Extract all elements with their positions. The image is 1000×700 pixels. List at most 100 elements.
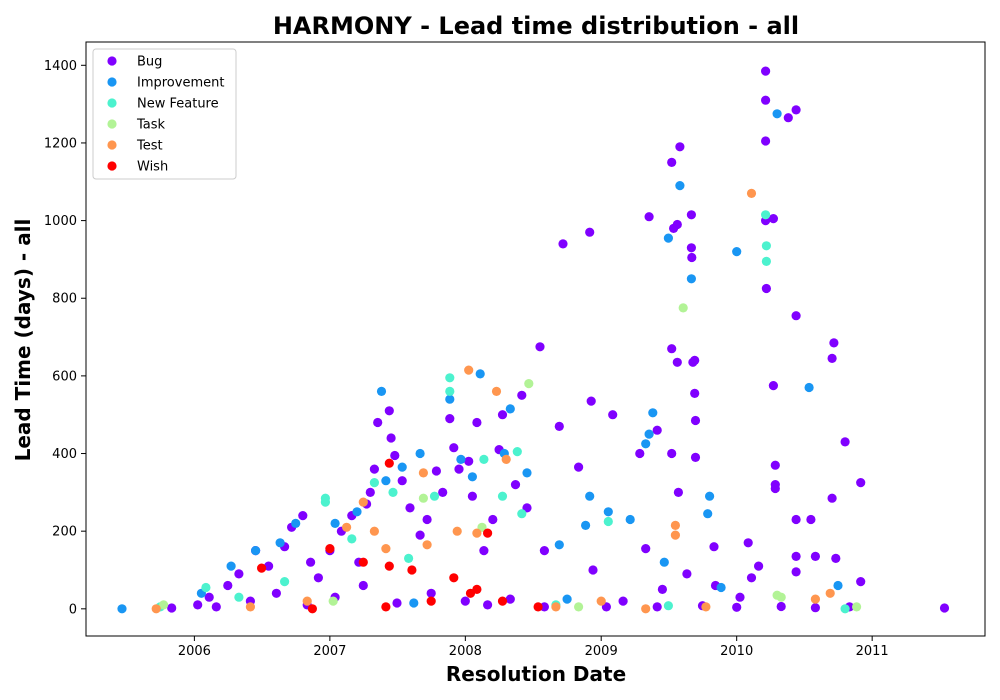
data-point: [618, 596, 628, 606]
data-point: [465, 588, 476, 598]
data-point: [415, 448, 425, 459]
data-point: [251, 546, 261, 556]
data-point: [641, 544, 651, 554]
data-point: [201, 582, 211, 593]
data-point: [483, 600, 493, 610]
data-point: [330, 518, 340, 529]
data-point: [505, 404, 515, 414]
data-point: [657, 584, 668, 595]
data-point: [390, 450, 400, 461]
legend-marker: [107, 56, 117, 66]
data-point: [732, 602, 742, 612]
data-point: [840, 437, 850, 447]
data-point: [768, 381, 779, 391]
data-point: [670, 530, 681, 540]
data-point: [761, 136, 771, 146]
data-point: [585, 491, 595, 501]
data-point: [325, 544, 335, 554]
data-point: [686, 210, 697, 220]
legend-label: Test: [136, 139, 163, 154]
data-point: [275, 538, 285, 548]
data-point: [761, 95, 771, 105]
data-point: [497, 596, 508, 606]
data-point: [223, 580, 233, 591]
data-point: [409, 598, 419, 608]
data-point: [761, 210, 771, 220]
data-point: [426, 588, 436, 598]
data-point: [856, 577, 866, 587]
data-point: [467, 491, 477, 501]
y-tick-label: 0: [69, 602, 77, 617]
data-point: [840, 604, 850, 614]
data-point: [291, 518, 301, 529]
data-point: [501, 454, 511, 464]
data-point: [670, 520, 681, 531]
data-point: [603, 507, 613, 517]
data-point: [159, 600, 169, 610]
data-point: [770, 480, 780, 490]
legend-marker: [107, 119, 117, 129]
data-point: [806, 514, 816, 525]
series-test: [151, 188, 835, 614]
data-point: [365, 487, 375, 497]
data-point: [586, 396, 596, 406]
data-point: [746, 573, 757, 583]
data-point: [574, 462, 584, 472]
data-point: [533, 602, 543, 612]
data-point: [475, 369, 485, 379]
data-point: [625, 514, 635, 525]
data-point: [554, 540, 564, 550]
data-point: [415, 530, 425, 540]
data-point: [652, 602, 662, 612]
data-point: [585, 227, 595, 237]
data-point: [422, 514, 432, 525]
data-point: [397, 462, 407, 472]
data-point: [234, 569, 244, 579]
data-point: [829, 338, 839, 348]
data-point: [673, 487, 684, 497]
data-point: [193, 600, 203, 610]
data-point: [761, 241, 772, 251]
data-point: [522, 468, 532, 478]
data-point: [558, 239, 568, 249]
data-point: [705, 491, 715, 501]
data-point: [491, 386, 502, 396]
data-point: [381, 544, 391, 554]
data-point: [810, 551, 821, 562]
data-point: [342, 522, 352, 532]
data-point: [452, 526, 462, 536]
data-point: [358, 580, 368, 591]
data-point: [307, 604, 317, 614]
data-point: [827, 353, 837, 363]
legend-label: Wish: [137, 160, 168, 175]
data-point: [524, 379, 534, 389]
data-point: [234, 592, 244, 602]
data-point: [791, 514, 801, 525]
data-point: [675, 181, 685, 191]
data-point: [505, 594, 515, 604]
data-point: [264, 561, 274, 571]
data-point: [746, 188, 757, 198]
data-point: [686, 243, 697, 253]
x-tick-label: 2008: [449, 644, 482, 659]
series-task: [159, 303, 862, 612]
data-point: [483, 528, 493, 538]
x-tick-label: 2009: [585, 644, 618, 659]
data-point: [648, 408, 658, 418]
data-point: [562, 594, 572, 604]
plot-points: [117, 66, 950, 614]
data-point: [551, 602, 561, 612]
data-point: [603, 516, 613, 527]
data-point: [690, 452, 701, 462]
data-point: [644, 212, 654, 222]
legend-marker: [107, 98, 117, 108]
data-point: [381, 476, 391, 486]
y-tick-label: 600: [52, 369, 77, 384]
data-point: [652, 425, 662, 435]
data-point: [392, 598, 402, 608]
data-point: [271, 588, 281, 598]
data-point: [405, 503, 415, 513]
data-point: [772, 109, 782, 119]
data-point: [386, 433, 396, 443]
x-tick-label: 2007: [313, 644, 346, 659]
